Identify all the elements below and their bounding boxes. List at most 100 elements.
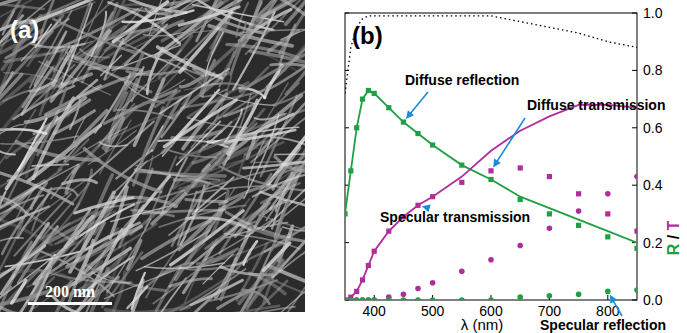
marker-circle <box>366 297 372 300</box>
fiber <box>0 142 15 154</box>
series-line <box>345 105 637 300</box>
marker-square <box>415 131 420 136</box>
fiber <box>43 212 93 238</box>
fiber <box>276 83 299 106</box>
marker-circle <box>371 297 377 300</box>
fiber <box>0 287 11 307</box>
marker-circle <box>366 297 372 300</box>
fiber <box>228 100 257 153</box>
fiber <box>91 272 130 283</box>
marker-square <box>576 223 581 228</box>
fiber <box>265 107 305 127</box>
marker-square <box>386 105 391 110</box>
fiber <box>162 19 224 80</box>
marker-square <box>634 246 637 251</box>
marker-square <box>354 289 359 294</box>
marker-circle <box>430 280 436 286</box>
marker-square <box>372 249 377 254</box>
marker-circle <box>348 297 354 300</box>
fiber <box>262 0 305 16</box>
y-tick-label: 0.4 <box>643 177 663 193</box>
y-tick-left <box>345 127 349 128</box>
marker-square <box>518 165 523 170</box>
fiber <box>259 215 305 232</box>
fiber <box>193 188 235 247</box>
fiber <box>217 306 279 312</box>
marker-circle <box>488 297 494 300</box>
sem-image: (a)200 nm <box>0 0 343 333</box>
marker-circle <box>488 257 494 263</box>
fiber <box>61 4 92 84</box>
annotation-label: Specular transmission <box>380 209 530 225</box>
marker-square <box>518 197 523 202</box>
fiber <box>98 190 185 207</box>
marker-square <box>345 211 348 216</box>
fiber <box>93 30 157 64</box>
marker-square <box>605 234 610 239</box>
sem-fibers <box>0 0 305 312</box>
fiber <box>18 119 46 171</box>
marker-circle <box>634 287 637 293</box>
fiber <box>184 108 252 154</box>
marker-square <box>547 174 552 179</box>
marker-circle <box>517 243 523 249</box>
fiber <box>187 225 238 268</box>
fiber <box>0 186 36 245</box>
plot-frame <box>345 13 637 300</box>
x-tick <box>607 295 608 300</box>
marker-square <box>488 177 493 182</box>
y-tick-label: 1.0 <box>643 5 663 21</box>
y-label-part: R <box>665 239 682 255</box>
marker-circle <box>345 297 348 300</box>
marker-square <box>459 180 464 185</box>
fiber <box>233 2 271 56</box>
marker-square <box>360 277 365 282</box>
scale-bar <box>28 302 112 305</box>
fiber <box>76 205 134 239</box>
fiber <box>79 262 101 282</box>
annotation-arrow <box>613 300 622 316</box>
marker-circle <box>576 208 582 214</box>
series-line <box>345 90 637 242</box>
fiber <box>0 2 44 8</box>
annotation-label: Diffuse transmission <box>527 97 665 113</box>
marker-circle <box>415 286 421 292</box>
scale-bar-label: 200 nm <box>45 283 96 300</box>
y-tick-label: 0.6 <box>643 120 663 136</box>
marker-circle <box>605 289 611 295</box>
series <box>345 90 637 242</box>
fiber <box>183 61 219 104</box>
fiber <box>48 188 77 195</box>
fiber <box>0 124 24 134</box>
x-tick-label: 400 <box>363 303 387 319</box>
marker-circle <box>459 297 465 300</box>
marker-square <box>488 168 493 173</box>
fiber <box>188 83 248 118</box>
marker-square <box>576 191 581 196</box>
fiber <box>275 154 305 156</box>
marker-square <box>345 297 348 300</box>
fiber <box>128 241 141 269</box>
annotation-label: Specular reflection <box>540 317 666 333</box>
fiber <box>0 66 55 135</box>
fiber <box>75 198 134 213</box>
series <box>345 105 637 300</box>
annotation-arrow <box>410 92 428 114</box>
marker-circle <box>371 297 377 300</box>
y-tick-left <box>345 242 349 243</box>
fiber <box>191 290 220 312</box>
fiber <box>281 153 306 179</box>
fiber <box>136 146 172 166</box>
marker-square <box>547 211 552 216</box>
fiber <box>153 0 227 26</box>
x-axis-label: λ (nm) <box>461 316 504 333</box>
marker-circle <box>547 225 553 231</box>
chart: 4005006007008000.00.20.40.60.81.0λ (nm)R… <box>342 5 682 333</box>
annotation-arrow <box>496 118 525 162</box>
fiber <box>235 292 254 312</box>
annotation-arrowhead <box>493 159 501 168</box>
marker-square <box>366 88 371 93</box>
marker-circle <box>401 291 407 297</box>
fiber <box>185 242 213 303</box>
fiber <box>145 157 176 229</box>
